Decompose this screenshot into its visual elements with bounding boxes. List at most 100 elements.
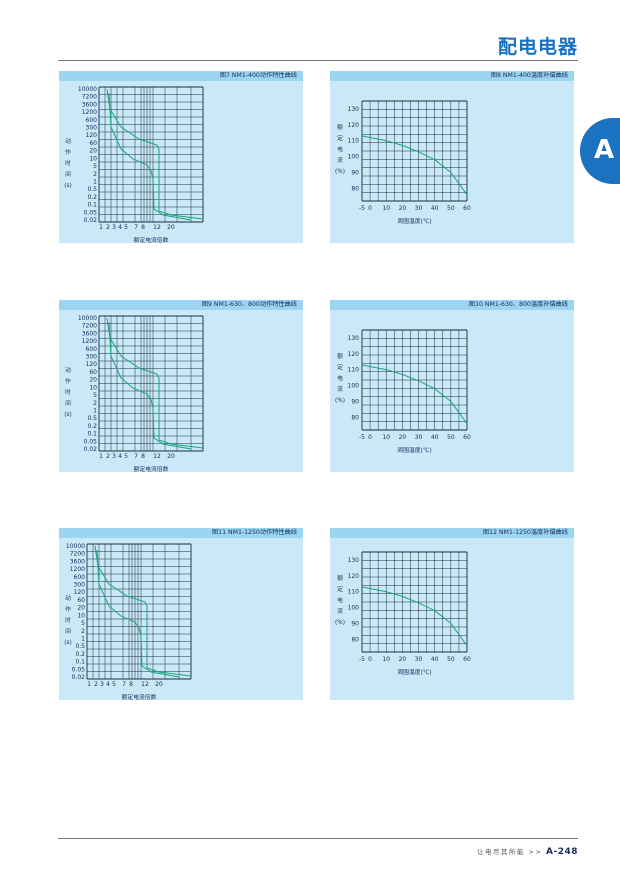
y-tick-label: 110 (348, 589, 360, 596)
x-tick-label: 12 (153, 224, 161, 231)
x-tick-label: 3 (100, 681, 104, 688)
y-tick-label: 90 (351, 398, 359, 405)
y-tick-label: 3600 (82, 330, 97, 337)
y-axis-title-char: 流 (337, 385, 343, 393)
y-tick-label: 0.05 (72, 666, 86, 673)
x-tick-label: 4 (106, 681, 110, 688)
y-tick-label: 0.02 (72, 674, 86, 681)
y-tick-label: 120 (86, 361, 98, 368)
y-tick-label: 600 (86, 117, 98, 124)
y-tick-label: 10000 (66, 543, 85, 550)
series-line (361, 364, 468, 424)
x-tick-label: 20 (167, 224, 175, 231)
x-tick-label: 0 (368, 656, 372, 663)
panel-title: 图11 NM1-1250动作特性曲线 (59, 528, 303, 538)
x-tick-label: 40 (431, 434, 439, 441)
y-tick-label: 0.5 (75, 643, 85, 650)
x-tick-label: 20 (399, 205, 407, 212)
y-tick-label: 60 (89, 140, 97, 147)
y-tick-label: 130 (348, 106, 360, 113)
y-tick-label: 1200 (82, 338, 97, 345)
y-tick-label: 600 (86, 346, 98, 353)
y-tick-label: 1200 (70, 566, 85, 573)
y-axis-title-char: 额 (337, 352, 343, 360)
y-axis-title-char: 间 (65, 170, 71, 178)
y-axis-title-char: (%) (335, 620, 345, 626)
y-tick-label: 2 (93, 171, 97, 178)
panel-title: 图8 NM1-400温度补偿曲线 (330, 71, 574, 81)
y-tick-label: 60 (89, 369, 97, 376)
y-axis-title-char: 时 (65, 616, 71, 624)
page-number: A-248 (546, 847, 578, 857)
y-axis-title-char: 电 (337, 145, 343, 153)
x-tick-label: 20 (167, 453, 175, 460)
y-tick-label: 5 (93, 392, 97, 399)
y-tick-label: 0.02 (84, 446, 98, 453)
x-tick-label: 50 (447, 205, 455, 212)
y-axis-title-char: (%) (335, 169, 345, 175)
y-axis-title-char: 流 (337, 607, 343, 615)
y-tick-label: 20 (77, 605, 85, 612)
y-tick-label: 1 (93, 407, 97, 414)
x-tick-label: 0 (368, 434, 372, 441)
x-tick-label: 60 (463, 205, 471, 212)
x-tick-label: 30 (415, 434, 423, 441)
y-tick-label: 2 (81, 628, 85, 635)
y-axis-title-char: 时 (65, 388, 71, 396)
y-tick-label: 3600 (70, 558, 85, 565)
y-tick-label: 1 (81, 635, 85, 642)
x-tick-label: 5 (124, 453, 128, 460)
x-tick-label: 7 (122, 681, 126, 688)
x-tick-label: 30 (415, 656, 423, 663)
series-line-1 (106, 88, 204, 220)
x-axis-title: 额定电流倍数 (122, 693, 157, 700)
header-title: 配电电器 (497, 36, 578, 58)
chart-panel-fig10: 图10 NM1-630、800温度补偿曲线 130 120 110 100 90 80 -5… (330, 300, 574, 472)
x-tick-label: 60 (463, 656, 471, 663)
x-tick-label: 5 (124, 224, 128, 231)
temperature-chart: 130 120 110 100 90 80 -5 0 10 20 30 40 50 60 额定电流 (%) 周围… (335, 551, 471, 676)
x-tick-label: 30 (415, 205, 423, 212)
x-tick-label: 1 (99, 224, 103, 231)
y-tick-label: 10 (89, 384, 97, 391)
y-axis-title-char: 作 (65, 605, 71, 613)
temperature-chart: 130 120 110 100 90 80 -5 0 10 20 30 40 50 60 额定电流 (%) 周围… (335, 329, 471, 454)
y-tick-label: 1 (93, 178, 97, 185)
y-tick-label: 300 (86, 354, 98, 361)
series-line-2 (108, 92, 192, 221)
x-axis-title: 周围温度(℃) (397, 446, 431, 454)
y-tick-label: 80 (351, 414, 359, 421)
y-tick-label: 120 (348, 573, 360, 580)
y-axis-title-char: (s) (64, 640, 72, 646)
x-tick-label: 2 (94, 681, 98, 688)
y-tick-label: 3600 (82, 101, 97, 108)
y-axis-title-char: 定 (337, 134, 343, 142)
footer-arrows: >> (528, 848, 543, 856)
x-axis-title: 额定电流倍数 (134, 465, 169, 472)
y-tick-label: 80 (351, 636, 359, 643)
chart-panel-fig9: 图9 NM1-630、800动作特性曲线 10000 7200 3600 1200 60… (59, 300, 303, 472)
y-tick-label: 120 (348, 351, 360, 358)
x-tick-label: 50 (447, 656, 455, 663)
x-tick-label: -5 (359, 656, 365, 663)
tripping-chart: 100007200360012006003001206020105210.50.… (64, 543, 192, 700)
chart-panel-fig7: 图7 NM1-400动作特性曲线 10000 7200 3600 1200 600 300… (59, 71, 303, 243)
x-tick-label: -5 (359, 205, 365, 212)
section-tab[interactable]: A (580, 118, 620, 184)
y-tick-label: 100 (348, 605, 360, 612)
series-line-2 (96, 549, 180, 678)
y-tick-label: 10 (89, 155, 97, 162)
y-tick-label: 20 (89, 377, 97, 384)
y-tick-label: 100 (348, 154, 360, 161)
y-tick-label: 300 (86, 125, 98, 132)
x-tick-label: 7 (134, 224, 138, 231)
y-tick-label: 300 (74, 582, 86, 589)
footer-rule (58, 838, 578, 839)
series-line (361, 135, 468, 195)
x-tick-label: 50 (447, 434, 455, 441)
y-tick-label: 10000 (78, 86, 97, 93)
x-tick-label: 4 (118, 453, 122, 460)
y-tick-label: 2 (93, 400, 97, 407)
x-tick-label: 8 (141, 453, 145, 460)
chart-panel-fig11: 图11 NM1-1250动作特性曲线 10000 7200 3600 1200 600 3… (59, 528, 303, 700)
